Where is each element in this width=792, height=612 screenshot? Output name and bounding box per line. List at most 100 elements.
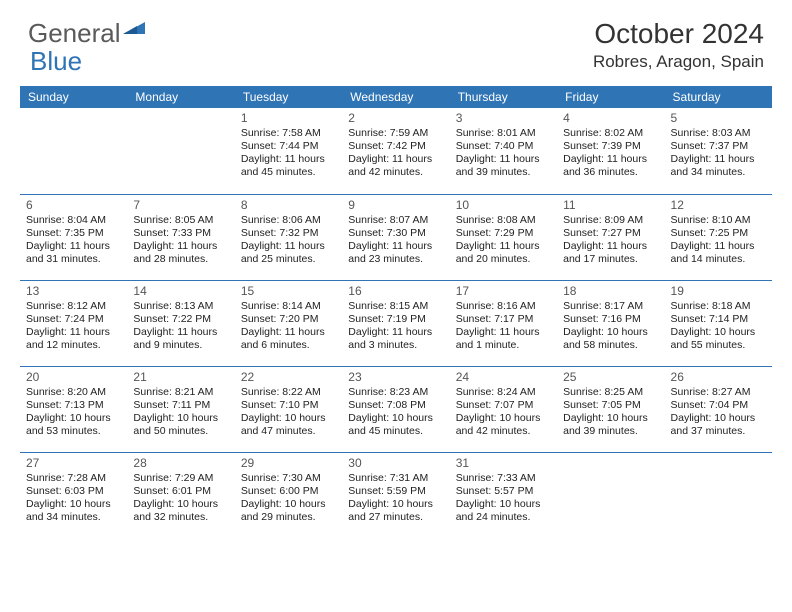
calendar-day-cell: 8 Sunrise: 8:06 AMSunset: 7:32 PMDaylight…: [235, 194, 342, 280]
sunrise-text: Sunrise: 8:14 AM: [241, 300, 336, 313]
sunrise-text: Sunrise: 8:21 AM: [133, 386, 228, 399]
day-number: 8: [241, 198, 336, 212]
sunset-text: Sunset: 7:10 PM: [241, 399, 336, 412]
sunset-text: Sunset: 7:08 PM: [348, 399, 443, 412]
sunrise-text: Sunrise: 8:05 AM: [133, 214, 228, 227]
sunrise-text: Sunrise: 8:16 AM: [456, 300, 551, 313]
daylight-text: Daylight: 11 hours and 17 minutes.: [563, 240, 658, 266]
calendar-week-row: 20Sunrise: 8:20 AMSunset: 7:13 PMDayligh…: [20, 366, 772, 452]
sunrise-text: Sunrise: 8:20 AM: [26, 386, 121, 399]
day-number: 29: [241, 456, 336, 470]
daylight-text: Daylight: 10 hours and 53 minutes.: [26, 412, 121, 438]
calendar-day-cell: 23Sunrise: 8:23 AMSunset: 7:08 PMDayligh…: [342, 366, 449, 452]
day-number: 12: [671, 198, 766, 212]
day-number: 6: [26, 198, 121, 212]
sunset-text: Sunset: 7:40 PM: [456, 140, 551, 153]
calendar-day-cell: 25Sunrise: 8:25 AMSunset: 7:05 PMDayligh…: [557, 366, 664, 452]
sunrise-text: Sunrise: 8:06 AM: [241, 214, 336, 227]
sunset-text: Sunset: 7:44 PM: [241, 140, 336, 153]
day-number: 17: [456, 284, 551, 298]
daylight-text: Daylight: 11 hours and 34 minutes.: [671, 153, 766, 179]
day-number: 28: [133, 456, 228, 470]
calendar-day-cell: 31Sunrise: 7:33 AMSunset: 5:57 PMDayligh…: [450, 452, 557, 538]
day-number: 9: [348, 198, 443, 212]
day-header: Wednesday: [342, 86, 449, 108]
daylight-text: Daylight: 11 hours and 28 minutes.: [133, 240, 228, 266]
sunrise-text: Sunrise: 8:13 AM: [133, 300, 228, 313]
sunrise-text: Sunrise: 8:10 AM: [671, 214, 766, 227]
day-header: Monday: [127, 86, 234, 108]
brand-triangle-icon: [123, 10, 145, 26]
sunset-text: Sunset: 7:14 PM: [671, 313, 766, 326]
calendar-day-cell: 6Sunrise: 8:04 AMSunset: 7:35 PMDaylight…: [20, 194, 127, 280]
day-number: 25: [563, 370, 658, 384]
calendar-day-cell: 11Sunrise: 8:09 AMSunset: 7:27 PMDayligh…: [557, 194, 664, 280]
sunset-text: Sunset: 7:04 PM: [671, 399, 766, 412]
sunrise-text: Sunrise: 8:07 AM: [348, 214, 443, 227]
sunrise-text: Sunrise: 8:04 AM: [26, 214, 121, 227]
calendar-day-cell: 30Sunrise: 7:31 AMSunset: 5:59 PMDayligh…: [342, 452, 449, 538]
calendar-week-row: 13Sunrise: 8:12 AMSunset: 7:24 PMDayligh…: [20, 280, 772, 366]
sunrise-text: Sunrise: 8:15 AM: [348, 300, 443, 313]
day-number: 10: [456, 198, 551, 212]
day-header: Tuesday: [235, 86, 342, 108]
calendar-day-cell: 5Sunrise: 8:03 AMSunset: 7:37 PMDaylight…: [665, 108, 772, 194]
calendar-day-cell: 24Sunrise: 8:24 AMSunset: 7:07 PMDayligh…: [450, 366, 557, 452]
sunset-text: Sunset: 7:05 PM: [563, 399, 658, 412]
daylight-text: Daylight: 11 hours and 6 minutes.: [241, 326, 336, 352]
day-header: Friday: [557, 86, 664, 108]
day-number: 24: [456, 370, 551, 384]
day-number: 16: [348, 284, 443, 298]
sunset-text: Sunset: 7:32 PM: [241, 227, 336, 240]
calendar-day-cell: 18Sunrise: 8:17 AMSunset: 7:16 PMDayligh…: [557, 280, 664, 366]
calendar-empty-cell: [127, 108, 234, 194]
sunset-text: Sunset: 7:13 PM: [26, 399, 121, 412]
sunset-text: Sunset: 7:25 PM: [671, 227, 766, 240]
day-number: 19: [671, 284, 766, 298]
calendar-day-cell: 4Sunrise: 8:02 AMSunset: 7:39 PMDaylight…: [557, 108, 664, 194]
day-number: 26: [671, 370, 766, 384]
day-number: 21: [133, 370, 228, 384]
sunset-text: Sunset: 5:59 PM: [348, 485, 443, 498]
daylight-text: Daylight: 11 hours and 20 minutes.: [456, 240, 551, 266]
calendar-day-cell: 21 Sunrise: 8:21 AMSunset: 7:11 PMDayligh…: [127, 366, 234, 452]
sunset-text: Sunset: 7:11 PM: [133, 399, 228, 412]
calendar-week-row: 1Sunrise: 7:58 AMSunset: 7:44 PMDaylight…: [20, 108, 772, 194]
header: General October 2024 Robres, Aragon, Spa…: [0, 0, 792, 72]
day-number: 2: [348, 111, 443, 125]
daylight-text: Daylight: 11 hours and 25 minutes.: [241, 240, 336, 266]
sunrise-text: Sunrise: 7:30 AM: [241, 472, 336, 485]
sunset-text: Sunset: 7:16 PM: [563, 313, 658, 326]
calendar-day-cell: 14Sunrise: 8:13 AMSunset: 7:22 PMDayligh…: [127, 280, 234, 366]
calendar-day-cell: 20 Sunrise: 8:20 AMSunset: 7:13 PMDayligh…: [20, 366, 127, 452]
daylight-text: Daylight: 11 hours and 42 minutes.: [348, 153, 443, 179]
sunrise-text: Sunrise: 7:59 AM: [348, 127, 443, 140]
calendar-day-cell: 9Sunrise: 8:07 AMSunset: 7:30 PMDaylight…: [342, 194, 449, 280]
sunset-text: Sunset: 7:30 PM: [348, 227, 443, 240]
day-number: 31: [456, 456, 551, 470]
daylight-text: Daylight: 11 hours and 36 minutes.: [563, 153, 658, 179]
daylight-text: Daylight: 11 hours and 3 minutes.: [348, 326, 443, 352]
daylight-text: Daylight: 10 hours and 24 minutes.: [456, 498, 551, 524]
daylight-text: Daylight: 11 hours and 1 minute.: [456, 326, 551, 352]
sunrise-text: Sunrise: 8:03 AM: [671, 127, 766, 140]
day-number: 30: [348, 456, 443, 470]
sunset-text: Sunset: 7:19 PM: [348, 313, 443, 326]
sunrise-text: Sunrise: 7:28 AM: [26, 472, 121, 485]
brand-part2: Blue: [30, 46, 82, 77]
day-number: 27: [26, 456, 121, 470]
daylight-text: Daylight: 11 hours and 45 minutes.: [241, 153, 336, 179]
brand-logo: General: [28, 18, 145, 49]
day-header: Sunday: [20, 86, 127, 108]
sunrise-text: Sunrise: 7:33 AM: [456, 472, 551, 485]
calendar-day-cell: 27Sunrise: 7:28 AMSunset: 6:03 PMDayligh…: [20, 452, 127, 538]
calendar-day-cell: 10Sunrise: 8:08 AMSunset: 7:29 PMDayligh…: [450, 194, 557, 280]
sunrise-text: Sunrise: 8:24 AM: [456, 386, 551, 399]
day-number: 11: [563, 198, 658, 212]
sunset-text: Sunset: 7:24 PM: [26, 313, 121, 326]
daylight-text: Daylight: 10 hours and 58 minutes.: [563, 326, 658, 352]
daylight-text: Daylight: 10 hours and 50 minutes.: [133, 412, 228, 438]
calendar-day-cell: 2Sunrise: 7:59 AMSunset: 7:42 PMDaylight…: [342, 108, 449, 194]
sunset-text: Sunset: 6:00 PM: [241, 485, 336, 498]
day-number: 20: [26, 370, 121, 384]
